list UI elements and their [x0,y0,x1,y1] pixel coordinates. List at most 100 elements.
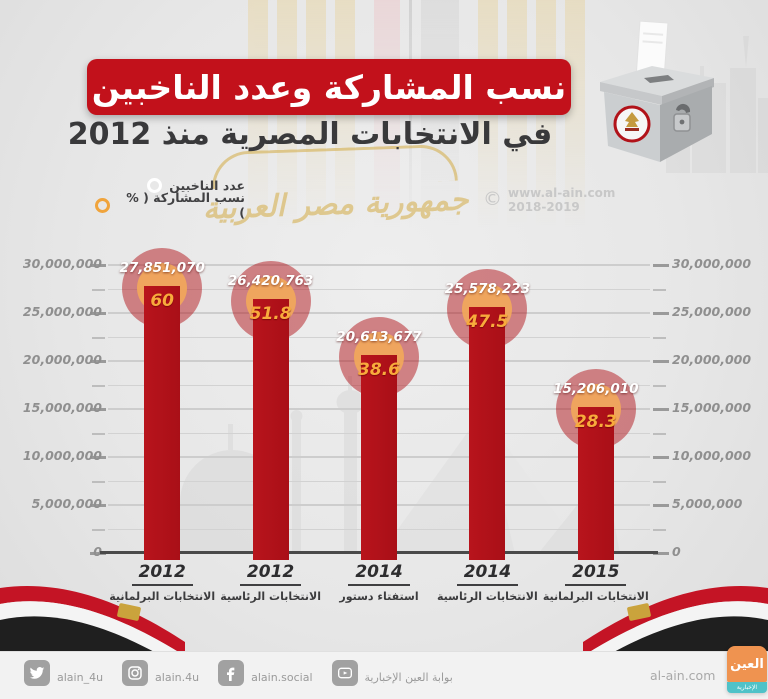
minor-tick-right [653,432,666,435]
x-axis-category-label: الانتخابات البرلمانية [542,590,649,603]
x-axis-category-label: استفتاء دستور [339,590,419,603]
copyright-watermark: © www.al-ain.com 2018-2019 [483,186,615,214]
y-axis-label-right: 15,000,000 [672,400,752,415]
youtube-icon[interactable] [331,660,358,686]
major-tick-left [90,455,106,459]
copyright-icon: © [483,188,502,210]
data-bar [144,285,181,560]
minor-tick-right [653,336,666,339]
social-links: alain_4u alain.4u alain.social بوابة العين … [24,660,453,686]
major-tick-left [90,311,106,315]
major-tick-left [90,407,106,411]
social-link-youtube[interactable]: بوابة العين الإخبارية [331,660,453,686]
social-handle: alain.social [251,670,313,684]
data-bar [361,355,397,560]
major-tick-right [653,455,669,459]
social-handle: alain.4u [155,670,200,684]
y-axis-label-right: 30,000,000 [672,256,752,271]
y-axis-label-right: 10,000,000 [672,448,752,463]
credit-years: 2018-2019 [508,200,580,214]
minor-tick-right [653,480,666,483]
x-axis-year-label: 2015 [536,562,656,586]
x-axis-year-label: 2012 [211,562,331,586]
y-axis-label-left: 25,000,000 [22,304,102,319]
alain-logo: العين الإخبارية [727,646,767,693]
minor-tick-left [92,288,105,291]
egypt-flag-left [0,586,185,654]
voters-value-label: 25,578,223 [444,281,531,298]
participation-value-label: 47.5 [466,312,509,333]
legend-participation: نسب المشاركة ( % ) [95,190,245,220]
website-url: al-ain.com [650,668,716,683]
major-tick-right [653,359,669,363]
major-tick-left [90,503,106,507]
twitter-icon[interactable] [24,660,50,686]
egypt-flag-right [583,586,768,654]
x-axis-category-label: الانتخابات البرلمانية [109,590,216,603]
major-gridline [108,312,650,314]
minor-tick-right [653,528,666,531]
minor-tick-left [92,432,105,435]
y-axis-label-left: 30,000,000 [22,256,102,271]
legend-voters: عدد الناخبين [95,175,245,195]
instagram-icon[interactable] [122,660,149,686]
chart-legend: عدد الناخبين نسب المشاركة ( % ) [95,175,245,220]
minor-tick-left [92,528,105,531]
minor-tick-left [92,480,105,483]
major-tick-right [653,551,669,555]
x-axis-category-label: الانتخابات الرئاسية [437,590,538,603]
y-axis-label-left: 15,000,000 [22,400,102,415]
y-axis-label-left: 10,000,000 [22,448,102,463]
major-tick-left [90,551,106,555]
minor-tick-left [92,336,105,339]
major-tick-left [90,359,106,363]
social-link-twitter[interactable]: alain_4u [24,660,103,686]
page-title: نسب المشاركة وعدد الناخبين [91,67,567,107]
credit-site: www.al-ain.com [508,186,616,200]
x-axis-year-label: 2014 [427,562,547,586]
minor-tick-right [653,288,666,291]
voters-value-label: 26,420,763 [227,273,314,290]
voters-value-label: 20,613,677 [336,329,422,346]
data-bar [469,307,506,560]
alain-logo-main: العين [727,646,767,682]
y-axis-label-left: 0 [93,544,102,559]
voters-value-label: 27,851,070 [119,259,205,276]
data-bar [577,407,614,560]
major-tick-left [90,263,106,267]
y-axis-label-right: 5,000,000 [672,496,743,511]
participation-marker-icon [95,197,110,213]
major-tick-right [653,503,669,507]
ballot-box-illustration [600,20,714,162]
title-banner: نسب المشاركة وعدد الناخبين [87,59,571,115]
participation-value-label: 28.3 [574,412,617,433]
y-axis-label-right: 20,000,000 [672,352,752,367]
participation-value-label: 60 [150,290,175,311]
y-axis-label-right: 25,000,000 [672,304,752,319]
voters-marker-icon [147,177,163,193]
social-link-instagram[interactable]: alain.4u [122,660,199,686]
facebook-icon[interactable] [218,660,245,686]
y-axis-label-right: 0 [672,544,681,559]
data-bar [252,299,289,560]
social-handle: alain_4u [57,670,104,684]
minor-tick-right [653,384,666,387]
x-axis-category-label: الانتخابات الرئاسية [220,590,321,603]
participation-value-label: 38.6 [358,360,400,381]
major-tick-right [653,311,669,315]
major-gridline [108,264,650,266]
x-axis-year-label: 2014 [319,562,439,586]
minor-gridline [108,289,650,290]
social-handle: بوابة العين الإخبارية [364,670,453,684]
minor-tick-left [92,384,105,387]
major-tick-right [653,263,669,267]
y-axis-label-left: 20,000,000 [22,352,102,367]
x-axis-year-label: 2012 [102,562,222,586]
y-axis-label-left: 5,000,000 [31,496,102,511]
voters-value-label: 15,206,010 [553,381,639,398]
social-link-facebook[interactable]: alain.social [218,660,313,686]
alain-logo-sub: الإخبارية [727,682,767,693]
participation-value-label: 51.8 [249,304,292,325]
